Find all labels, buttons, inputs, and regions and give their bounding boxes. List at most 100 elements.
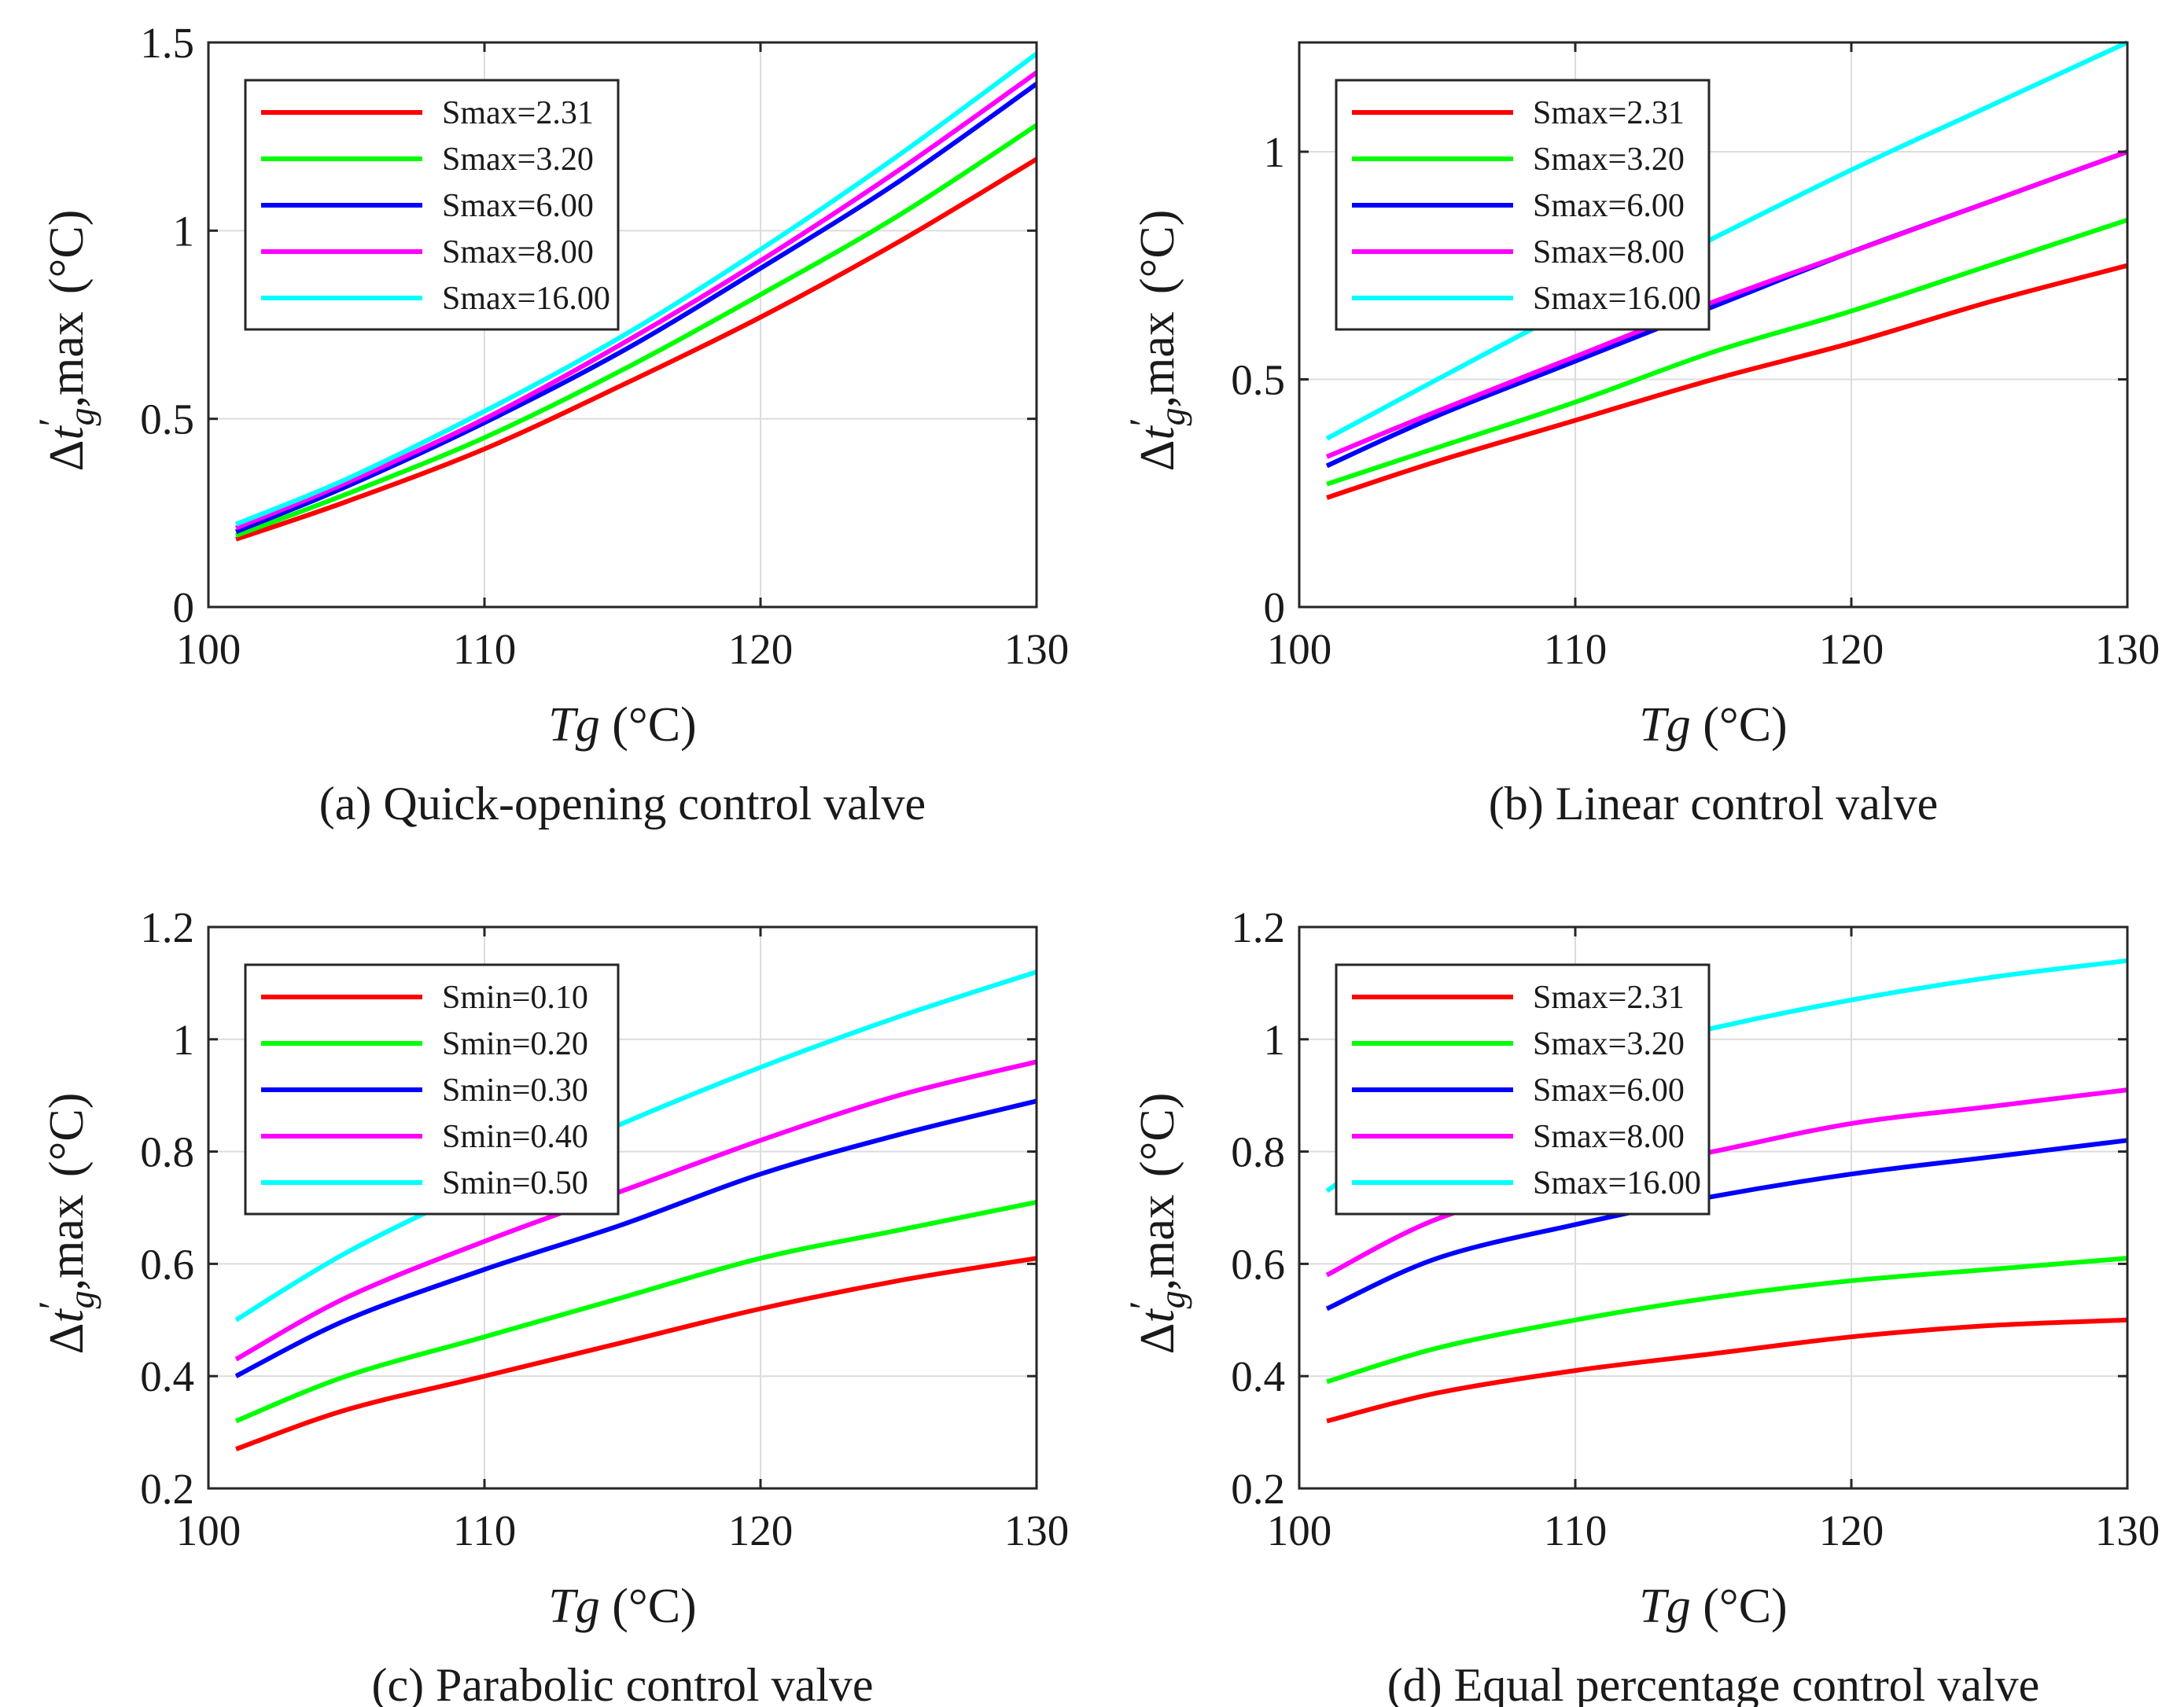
y-tick-label: 0.2 <box>1231 1465 1285 1513</box>
legend-label-3: Smax=6.00 <box>1533 188 1685 224</box>
x-tick-label: 100 <box>1267 1507 1332 1554</box>
panel-caption: (c) Parabolic control valve <box>371 1659 873 1707</box>
x-tick-label: 130 <box>2095 1507 2160 1554</box>
series-line-1 <box>235 156 1038 542</box>
y-axis-label-tail: ,max <box>40 1194 94 1290</box>
series-line-1 <box>1326 263 2128 500</box>
x-axis-label-var: Tg <box>548 698 599 752</box>
legend-label-2: Smax=3.20 <box>442 142 594 178</box>
x-axis-label-var: Tg <box>548 1580 599 1633</box>
series-line-3 <box>1325 1138 2128 1312</box>
y-axis-label-delta: Δ <box>1131 1323 1184 1355</box>
y-tick-label: 1 <box>1264 128 1286 176</box>
panel-caption: (b) Linear control valve <box>1489 778 1938 830</box>
y-axis-label-var: t <box>40 1308 94 1323</box>
y-tick-label: 0.4 <box>140 1352 194 1400</box>
x-tick-label: 100 <box>1267 625 1332 673</box>
y-axis-label: Δt′g,max (°C) <box>1121 210 1192 472</box>
series-line-3 <box>234 1098 1037 1378</box>
y-axis-label: Δt′g,max (°C) <box>30 1093 101 1355</box>
y-axis-label-var: t <box>1131 425 1184 440</box>
legend-label-4: Smax=8.00 <box>1533 1119 1685 1155</box>
series-line-2 <box>1326 1256 2128 1385</box>
legend-label-4: Smax=8.00 <box>442 234 594 270</box>
y-tick-label: 1.2 <box>1231 903 1285 951</box>
y-axis-label-sub: g <box>61 407 101 425</box>
series-line-4 <box>234 1059 1037 1362</box>
x-tick-label: 100 <box>176 625 241 673</box>
y-axis-label-tail: ,max <box>1131 1194 1184 1290</box>
legend-label-5: Smin=0.50 <box>442 1165 588 1201</box>
y-axis-label-sub: g <box>1152 407 1192 425</box>
y-axis-label: Δt′g,max (°C) <box>30 210 101 472</box>
legend-label-2: Smin=0.20 <box>442 1026 588 1062</box>
legend: Smax=2.31 Smax=3.20 Smax=6.00 Smax=8.00 Smax… <box>1335 963 1711 1216</box>
x-axis-label-unit: (°C) <box>600 1580 697 1633</box>
y-axis-label-unit: (°C) <box>1131 210 1184 294</box>
legend: Smax=2.31 Smax=3.20 Smax=6.00 Smax=8.00 Smax… <box>244 79 620 331</box>
x-axis-label-var: Tg <box>1639 698 1690 752</box>
y-axis-label-delta: Δ <box>1131 440 1184 472</box>
y-tick-label: 0.2 <box>140 1465 194 1513</box>
x-axis-label: Tg (°C) <box>1639 1580 1787 1633</box>
axes-frame <box>1298 925 2129 1490</box>
legend-label-3: Smax=6.00 <box>1533 1072 1685 1109</box>
x-tick-label: 120 <box>728 1507 794 1554</box>
x-tick-label: 110 <box>1544 625 1607 673</box>
series-line-4 <box>1325 149 2129 459</box>
y-tick-label: 1.2 <box>140 903 194 951</box>
y-tick-label: 0 <box>173 583 195 631</box>
panel-caption: (d) Equal percentage control valve <box>1387 1659 2040 1707</box>
axes-frame <box>207 41 1038 609</box>
y-axis-label-delta: Δ <box>40 440 94 472</box>
y-axis-label-sub: g <box>61 1290 101 1308</box>
y-axis-label: Δt′g,max (°C) <box>1121 1093 1192 1355</box>
x-tick-label: 110 <box>1544 1507 1607 1554</box>
series-line-4 <box>234 70 1038 531</box>
y-axis-label-var: t <box>1131 1308 1184 1323</box>
y-axis-label-prime: ′ <box>30 418 74 426</box>
y-axis-label-unit: (°C) <box>40 210 94 294</box>
axes-frame <box>207 925 1038 1490</box>
y-axis-label-tail: ,max <box>1131 311 1184 407</box>
y-axis-label-prime: ′ <box>30 1300 74 1309</box>
legend-label-1: Smax=2.31 <box>1533 95 1685 131</box>
y-tick-label: 0.6 <box>140 1240 194 1288</box>
y-axis-label-unit: (°C) <box>1131 1093 1184 1177</box>
x-tick-label: 130 <box>1004 625 1070 673</box>
legend-label-5: Smax=16.00 <box>1533 281 1701 317</box>
series-line-4 <box>1325 1087 2128 1278</box>
x-tick-label: 120 <box>1819 1507 1884 1554</box>
y-tick-label: 0.6 <box>1231 1240 1285 1288</box>
x-tick-label: 130 <box>1004 1507 1070 1554</box>
panel-4: 100 110 120 130 0.2 0.4 0.6 0.8 1 1.2 Tg (°C) (d) E… <box>1121 903 2160 1707</box>
series-line-5 <box>234 969 1037 1323</box>
legend-label-4: Smax=8.00 <box>1533 234 1685 270</box>
x-axis-label: Tg (°C) <box>548 698 696 752</box>
series-line-2 <box>234 1199 1037 1424</box>
series-line-2 <box>235 123 1038 538</box>
legend-label-5: Smax=16.00 <box>442 281 610 317</box>
legend-box <box>244 79 620 331</box>
legend-label-2: Smax=3.20 <box>1533 1026 1685 1062</box>
y-tick-label: 0 <box>1264 583 1286 631</box>
x-axis-label: Tg (°C) <box>548 1580 696 1633</box>
y-axis-label-tail: ,max <box>40 311 94 407</box>
x-axis-label-var: Tg <box>1639 1580 1690 1633</box>
series-line-1 <box>1326 1317 2128 1424</box>
legend: Smax=2.31 Smax=3.20 Smax=6.00 Smax=8.00 Smax… <box>1335 79 1711 331</box>
x-axis-label-unit: (°C) <box>600 698 697 752</box>
series-line-1 <box>235 1256 1037 1451</box>
panel-1: 100 110 120 130 0 0.5 1 1.5 Tg (°C) (a) Quick-ope… <box>30 19 1069 830</box>
series-line-3 <box>234 82 1038 535</box>
legend-label-1: Smax=2.31 <box>442 95 594 131</box>
x-tick-label: 130 <box>2095 625 2160 673</box>
y-tick-label: 0.5 <box>1231 355 1285 403</box>
x-tick-label: 120 <box>1819 625 1884 673</box>
legend-label-1: Smin=0.10 <box>442 980 588 1016</box>
series-line-2 <box>1326 217 2128 487</box>
x-axis-label-unit: (°C) <box>1691 1580 1788 1633</box>
y-axis-label-unit: (°C) <box>40 1093 94 1177</box>
y-axis-label-var: t <box>40 425 94 440</box>
